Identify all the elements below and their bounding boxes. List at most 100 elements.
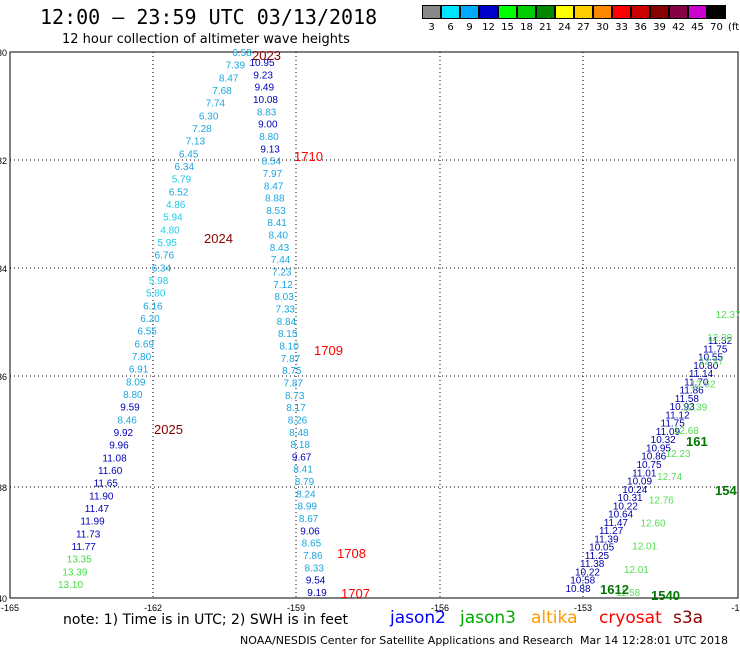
pass-time-label: 2023	[252, 48, 281, 63]
wave-height-value: 10.64	[608, 510, 633, 521]
wave-height-value: 8.18	[291, 440, 311, 451]
legend-label: 39	[653, 22, 666, 33]
pass-time-label: 1710	[294, 149, 323, 164]
legend-label: 15	[501, 22, 514, 33]
wave-height-value: 8.80	[123, 390, 143, 401]
legend-label: 30	[596, 22, 609, 33]
wave-height-value: 8.46	[117, 415, 137, 426]
wave-height-value: 11.58	[675, 394, 700, 405]
legend-label: 45	[691, 22, 704, 33]
legend-label: 9	[466, 22, 473, 33]
satellite-name: altika	[531, 608, 578, 628]
wave-height-value: 8.79	[295, 477, 315, 488]
legend-label: 27	[577, 22, 590, 33]
legend-swatch	[612, 5, 631, 19]
pass-time-label: 1612	[600, 582, 629, 597]
wave-height-value: 9.59	[120, 403, 140, 414]
wave-height-value: 8.84	[277, 317, 297, 328]
wave-height-value: 9.13	[260, 144, 280, 155]
wave-height-value: 8.03	[274, 292, 294, 303]
wave-height-value: 10.22	[575, 567, 600, 578]
wave-height-value: 13.10	[58, 580, 83, 591]
legend-swatch	[574, 5, 593, 19]
wave-height-value: 11.01	[632, 468, 657, 479]
wave-height-value: 11.58	[616, 588, 641, 599]
wave-height-value: 6.91	[129, 365, 149, 376]
pass-time-label: 1540	[651, 588, 680, 603]
wave-height-value: 5.79	[172, 175, 192, 186]
wave-height-value: 12.39	[707, 333, 732, 344]
wave-height-value: 11.75	[661, 419, 686, 430]
wave-height-value: 8.67	[299, 514, 319, 525]
wave-height-value: 6.34	[152, 263, 172, 274]
wave-height-value: 7.39	[226, 61, 246, 72]
wave-height-value: 11.90	[89, 491, 114, 502]
wave-height-value: 11.14	[689, 369, 714, 380]
pass-time-label: 1709	[314, 343, 343, 358]
legend-label: (ft)	[727, 22, 740, 33]
legend-swatch	[536, 5, 555, 19]
wave-height-value: 7.86	[303, 551, 323, 562]
wave-height-value: 8.88	[265, 194, 285, 205]
wave-height-value: 11.75	[703, 344, 728, 355]
wave-height-value: 10.88	[565, 584, 590, 595]
wave-height-value: 8.09	[126, 377, 146, 388]
wave-height-value: 10.22	[613, 501, 638, 512]
wave-height-value: 5.94	[163, 213, 183, 224]
wave-height-value: 8.75	[282, 366, 302, 377]
wave-height-value: 9.96	[109, 441, 129, 452]
legend-label: 6	[447, 22, 454, 33]
wave-height-value: 11.99	[80, 517, 105, 528]
legend-swatch	[555, 5, 574, 19]
satellite-name: cryosat	[599, 608, 662, 628]
wave-height-value: 10.24	[622, 485, 647, 496]
wave-height-value: 10.08	[253, 95, 278, 106]
wave-height-value: 8.83	[257, 107, 277, 118]
wave-height-value: 8.65	[302, 539, 322, 550]
wave-height-value: 10.31	[618, 493, 643, 504]
y-tick-label: -38	[0, 483, 7, 493]
legend-swatch	[422, 5, 441, 19]
wave-height-value: 7.74	[206, 99, 226, 110]
legend-label: 70	[710, 22, 723, 33]
wave-height-value: 7.12	[273, 280, 293, 291]
legend-swatch	[441, 5, 460, 19]
wave-height-value: 8.41	[267, 218, 287, 229]
wave-height-value: 10.09	[627, 477, 652, 488]
wave-height-value: 8.54	[262, 157, 282, 168]
wave-height-value: 12.74	[657, 472, 682, 483]
wave-height-value: 11.77	[72, 542, 97, 553]
wave-height-value: 11.47	[85, 504, 110, 515]
wave-height-value: 10.95	[249, 58, 274, 69]
y-tick-label: -32	[0, 156, 7, 166]
wave-height-value: 6.58	[232, 48, 252, 59]
wave-height-value: 8.80	[259, 132, 279, 143]
wave-height-value: 11.08	[102, 453, 127, 464]
wave-height-value: 6.34	[175, 162, 195, 173]
wave-height-value: 9.54	[306, 576, 326, 587]
wave-height-value: 6.69	[135, 339, 155, 350]
wave-height-value: 5.80	[146, 289, 166, 300]
wave-height-value: 11.65	[94, 479, 119, 490]
wave-height-value: 11.60	[98, 466, 123, 477]
wave-height-value: 8.15	[278, 329, 298, 340]
wave-height-value: 11.32	[708, 336, 733, 347]
wave-height-value: 8.53	[266, 206, 286, 217]
pass-time-label: 154	[715, 483, 737, 498]
y-tick-label: -34	[0, 264, 7, 274]
wave-height-value: 10.05	[589, 543, 614, 554]
wave-height-value: 8.26	[288, 415, 308, 426]
wave-height-value: 13.39	[62, 567, 87, 578]
wave-height-value: 8.43	[270, 243, 290, 254]
wave-height-value: 6.52	[169, 187, 189, 198]
wave-height-value: 12.68	[674, 426, 699, 437]
wave-height-value: 7.28	[192, 124, 212, 135]
legend-swatch	[479, 5, 498, 19]
wave-height-value: 6.20	[140, 314, 160, 325]
units-note: note: 1) Time is in UTC; 2) SWH is in fe…	[63, 612, 349, 628]
wave-height-value: 4.80	[160, 225, 180, 236]
legend-label: 12	[482, 22, 495, 33]
wave-height-value: 11.12	[665, 410, 690, 421]
wave-height-value: 9.49	[255, 83, 275, 94]
